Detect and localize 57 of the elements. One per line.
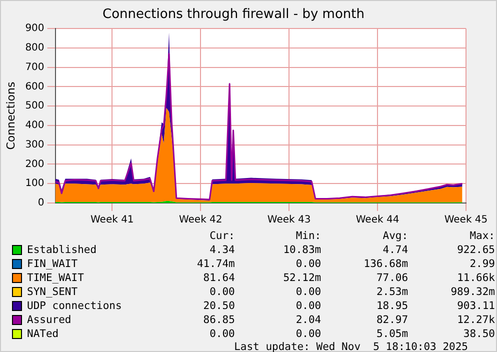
text: 86.85 [202, 313, 236, 327]
text: 0.00 [294, 257, 322, 271]
text: 0.00 [294, 285, 322, 299]
legend-label: Assured [26, 313, 72, 327]
y-tick-label: 500 [25, 100, 44, 112]
y-tick-label: 700 [25, 62, 44, 73]
y-tick-label: 400 [25, 120, 44, 132]
text: 77.06 [375, 271, 410, 285]
text: 2.04 [294, 313, 322, 327]
y-tick-label: 900 [25, 23, 44, 34]
y-tick-label: 600 [25, 81, 44, 92]
text: Avg: [382, 229, 410, 243]
text: 0.00 [208, 285, 236, 299]
text: 11.66k [456, 271, 496, 285]
text: 10.83m [282, 243, 322, 257]
text: 12.27k [456, 313, 496, 327]
chart-title: Connections through firewall - by month [102, 7, 364, 22]
text: 989.32m [450, 285, 496, 299]
legend-label: TIME_WAIT [26, 271, 85, 285]
x-tick-label: Week 41 [90, 214, 134, 226]
y-tick-label: 0 [38, 198, 44, 209]
y-tick-label: 200 [25, 158, 44, 170]
text: 52.12m [282, 271, 322, 285]
text: 18.95 [375, 299, 410, 313]
x-tick-label: Week 42 [178, 214, 222, 226]
legend-label: UDP connections [26, 299, 123, 313]
text: 4.74 [382, 243, 410, 257]
text: 41.74m [196, 257, 236, 271]
text: 0.00 [294, 299, 322, 313]
text: 81.64 [202, 271, 236, 285]
legend-label: NATed [26, 327, 60, 341]
y-tick-label: 800 [25, 42, 44, 54]
x-tick-label: Week 45 [444, 214, 488, 226]
text: Last update: Wed Nov 5 18:10:03 2025 [233, 341, 468, 352]
legend-label: Established [26, 243, 98, 257]
text: Cur: [208, 229, 236, 243]
text: 82.97 [375, 313, 410, 327]
text: 4.34 [208, 243, 236, 257]
text: 2.99 [468, 257, 496, 271]
legend-label: FIN_WAIT [26, 257, 79, 271]
y-axis-title: Connections [4, 82, 18, 150]
text: 2.53m [375, 285, 410, 299]
text: 5.05m [375, 327, 410, 341]
text: 0.00 [208, 327, 236, 341]
text: 38.50 [462, 327, 496, 341]
x-tick-label: Week 43 [267, 214, 311, 226]
y-tick-label: 300 [25, 139, 44, 150]
text: 922.65 [456, 243, 496, 257]
text: 903.11 [456, 299, 496, 313]
y-tick-label: 100 [25, 178, 44, 190]
text: 20.50 [202, 299, 236, 313]
text: Max: [468, 229, 496, 243]
text: Min: [294, 229, 322, 243]
x-tick-label: Week 44 [356, 214, 400, 226]
legend-label: SYN_SENT [26, 285, 79, 299]
text: 0.00 [294, 327, 322, 341]
text: 136.68m [362, 257, 410, 271]
